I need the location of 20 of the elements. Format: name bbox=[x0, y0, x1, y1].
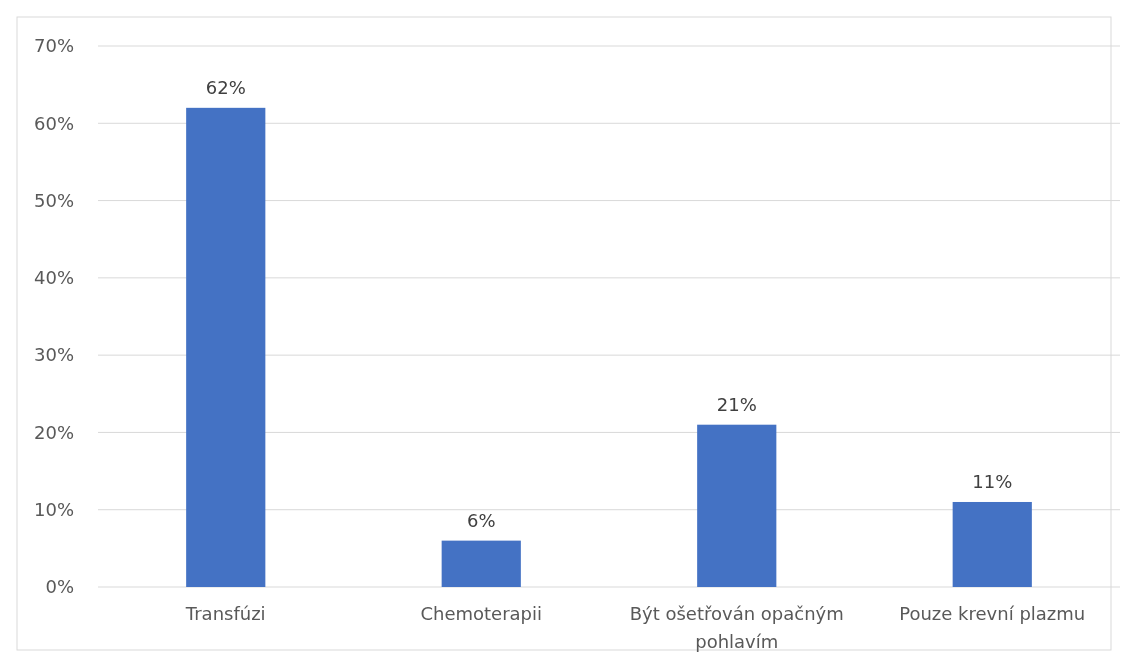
bar bbox=[952, 501, 1032, 587]
x-tick-label: Chemoterapii bbox=[420, 603, 543, 624]
y-tick-label: 20% bbox=[33, 421, 74, 443]
bar bbox=[186, 107, 266, 587]
x-tick-label: Pouze krevní plazmu bbox=[899, 603, 1086, 624]
y-tick-label: 50% bbox=[33, 189, 74, 211]
data-label: 21% bbox=[716, 393, 757, 415]
x-tick-label: Být ošetřován opačným pohlavím bbox=[629, 603, 844, 652]
y-tick-label: 70% bbox=[33, 35, 74, 57]
x-tick-label: Transfúzi bbox=[184, 603, 266, 624]
data-label: 11% bbox=[972, 470, 1013, 492]
data-label: 62% bbox=[205, 76, 246, 98]
bar bbox=[697, 424, 777, 587]
y-tick-label: 30% bbox=[33, 344, 74, 366]
y-tick-label: 0% bbox=[45, 576, 74, 598]
data-label: 6% bbox=[466, 509, 496, 531]
bar bbox=[441, 540, 521, 587]
y-tick-label: 10% bbox=[33, 499, 74, 521]
y-tick-label: 60% bbox=[33, 112, 74, 134]
y-tick-label: 40% bbox=[33, 267, 74, 289]
